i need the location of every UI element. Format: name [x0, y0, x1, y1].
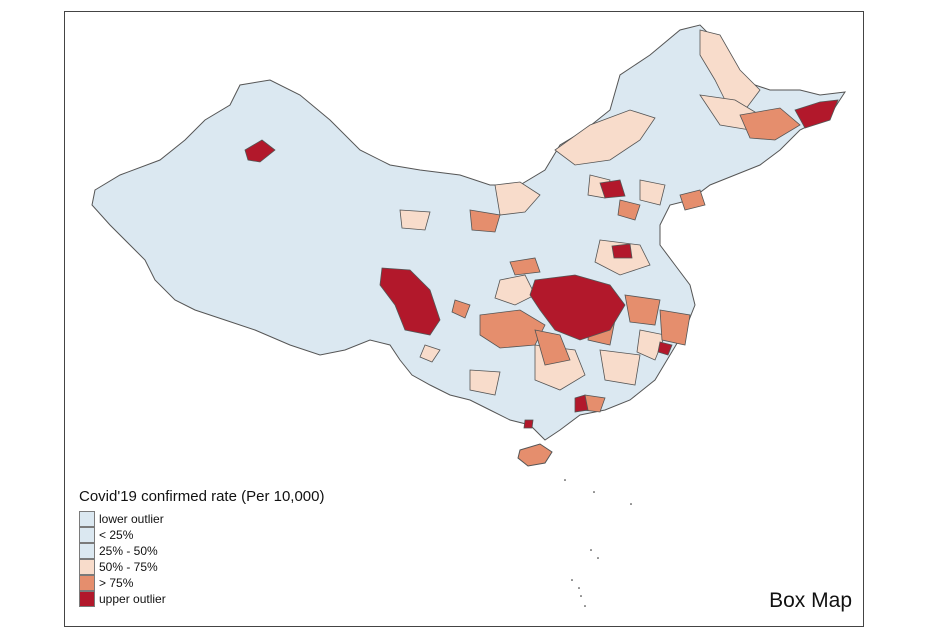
- class-upper-outlier-regions: [244, 99, 839, 429]
- legend-swatch: [79, 543, 95, 559]
- hainan-island: [517, 443, 553, 467]
- legend-swatch: [79, 591, 95, 607]
- legend-rows: lower outlier < 25% 25% - 50% 50% - 75% > 75…: [79, 511, 325, 607]
- legend-swatch: [79, 511, 95, 527]
- legend-label: upper outlier: [99, 592, 166, 606]
- legend-label: < 25%: [99, 528, 134, 542]
- legend-item: upper outlier: [79, 591, 325, 607]
- legend-label: 25% - 50%: [99, 544, 158, 558]
- legend-swatch: [79, 575, 95, 591]
- class-50-75-regions: [399, 29, 761, 396]
- south-china-sea-islands: [564, 479, 632, 607]
- legend-swatch: [79, 559, 95, 575]
- legend-label: lower outlier: [99, 512, 164, 526]
- legend-item: > 75%: [79, 575, 325, 591]
- legend-item: 50% - 75%: [79, 559, 325, 575]
- legend-item: < 25%: [79, 527, 325, 543]
- legend-title: Covid'19 confirmed rate (Per 10,000): [79, 488, 325, 505]
- legend-item: lower outlier: [79, 511, 325, 527]
- legend-label: > 75%: [99, 576, 134, 590]
- map-legend: Covid'19 confirmed rate (Per 10,000) low…: [79, 488, 325, 607]
- legend-item: 25% - 50%: [79, 543, 325, 559]
- class-above-75-regions: [451, 107, 801, 413]
- legend-label: 50% - 75%: [99, 560, 158, 574]
- map-type-label: Box Map: [769, 589, 852, 612]
- legend-swatch: [79, 527, 95, 543]
